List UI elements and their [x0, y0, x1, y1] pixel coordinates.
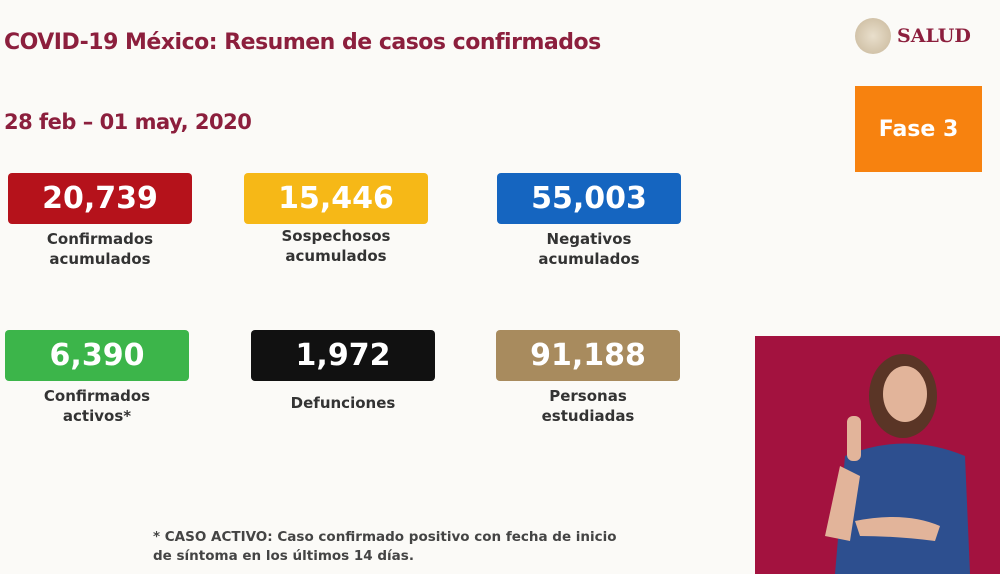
seal-icon — [855, 18, 891, 54]
card-confirmados: 20,739 Confirmados acumulados — [8, 173, 192, 269]
card-defunciones: 1,972 Defunciones — [251, 330, 435, 413]
card-activos: 6,390 Confirmados activos* — [5, 330, 189, 426]
footnote: * CASO ACTIVO: Caso confirmado positivo … — [153, 529, 617, 564]
card-label: Negativos acumulados — [538, 230, 640, 268]
phase-badge: Fase 3 — [855, 86, 982, 172]
card-label: Confirmados activos* — [43, 387, 151, 425]
salud-logo: SALUD — [855, 18, 971, 54]
card-value: 91,188 — [496, 330, 680, 381]
card-label: Defunciones — [290, 394, 396, 412]
logo-text: SALUD — [897, 25, 971, 47]
card-personas: 91,188 Personas estudiadas — [496, 330, 680, 426]
card-label: Personas estudiadas — [541, 387, 635, 425]
card-label: Sospechosos acumulados — [281, 227, 391, 265]
sign-language-interpreter-video — [755, 336, 1000, 574]
card-label: Confirmados acumulados — [46, 230, 154, 268]
card-value: 15,446 — [244, 173, 428, 224]
date-range: 28 feb – 01 may, 2020 — [4, 110, 252, 134]
card-sospechosos: 15,446 Sospechosos acumulados — [244, 173, 428, 266]
card-negativos: 55,003 Negativos acumulados — [497, 173, 681, 269]
card-value: 55,003 — [497, 173, 681, 224]
page-title: COVID-19 México: Resumen de casos confir… — [4, 30, 601, 55]
interpreter-image — [825, 354, 970, 574]
card-value: 20,739 — [8, 173, 192, 224]
card-value: 1,972 — [251, 330, 435, 381]
card-value: 6,390 — [5, 330, 189, 381]
